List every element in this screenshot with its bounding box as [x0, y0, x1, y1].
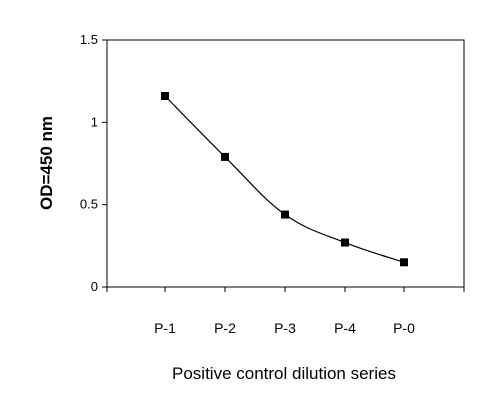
- data-points: [161, 91, 408, 267]
- x-axis-title: Positive control dilution series: [172, 364, 396, 383]
- y-axis: 0 0.5 1 1.5: [80, 32, 107, 294]
- plot-area-frame: [106, 39, 465, 288]
- x-tick-label: P-1: [154, 320, 176, 336]
- y-tick-label: 0.5: [80, 197, 98, 212]
- x-tick-label: P-3: [274, 320, 296, 336]
- data-point-p-3: [281, 210, 289, 219]
- x-tick-label: P-4: [334, 320, 356, 336]
- y-tick-label: 1.5: [80, 32, 98, 47]
- y-tick-label: 1: [91, 114, 98, 129]
- y-axis-title: OD=450 nm: [37, 116, 56, 210]
- data-point-p-1: [161, 91, 169, 100]
- x-tick-label: P-0: [393, 320, 415, 336]
- y-tick-label: 0: [91, 279, 98, 294]
- data-point-p-0: [400, 258, 408, 267]
- x-tick-label: P-2: [214, 320, 236, 336]
- x-axis: P-1 P-2 P-3 P-4 P-0: [106, 287, 465, 336]
- data-point-p-4: [341, 238, 349, 247]
- series-line: [164, 95, 405, 263]
- data-point-p-2: [221, 152, 229, 161]
